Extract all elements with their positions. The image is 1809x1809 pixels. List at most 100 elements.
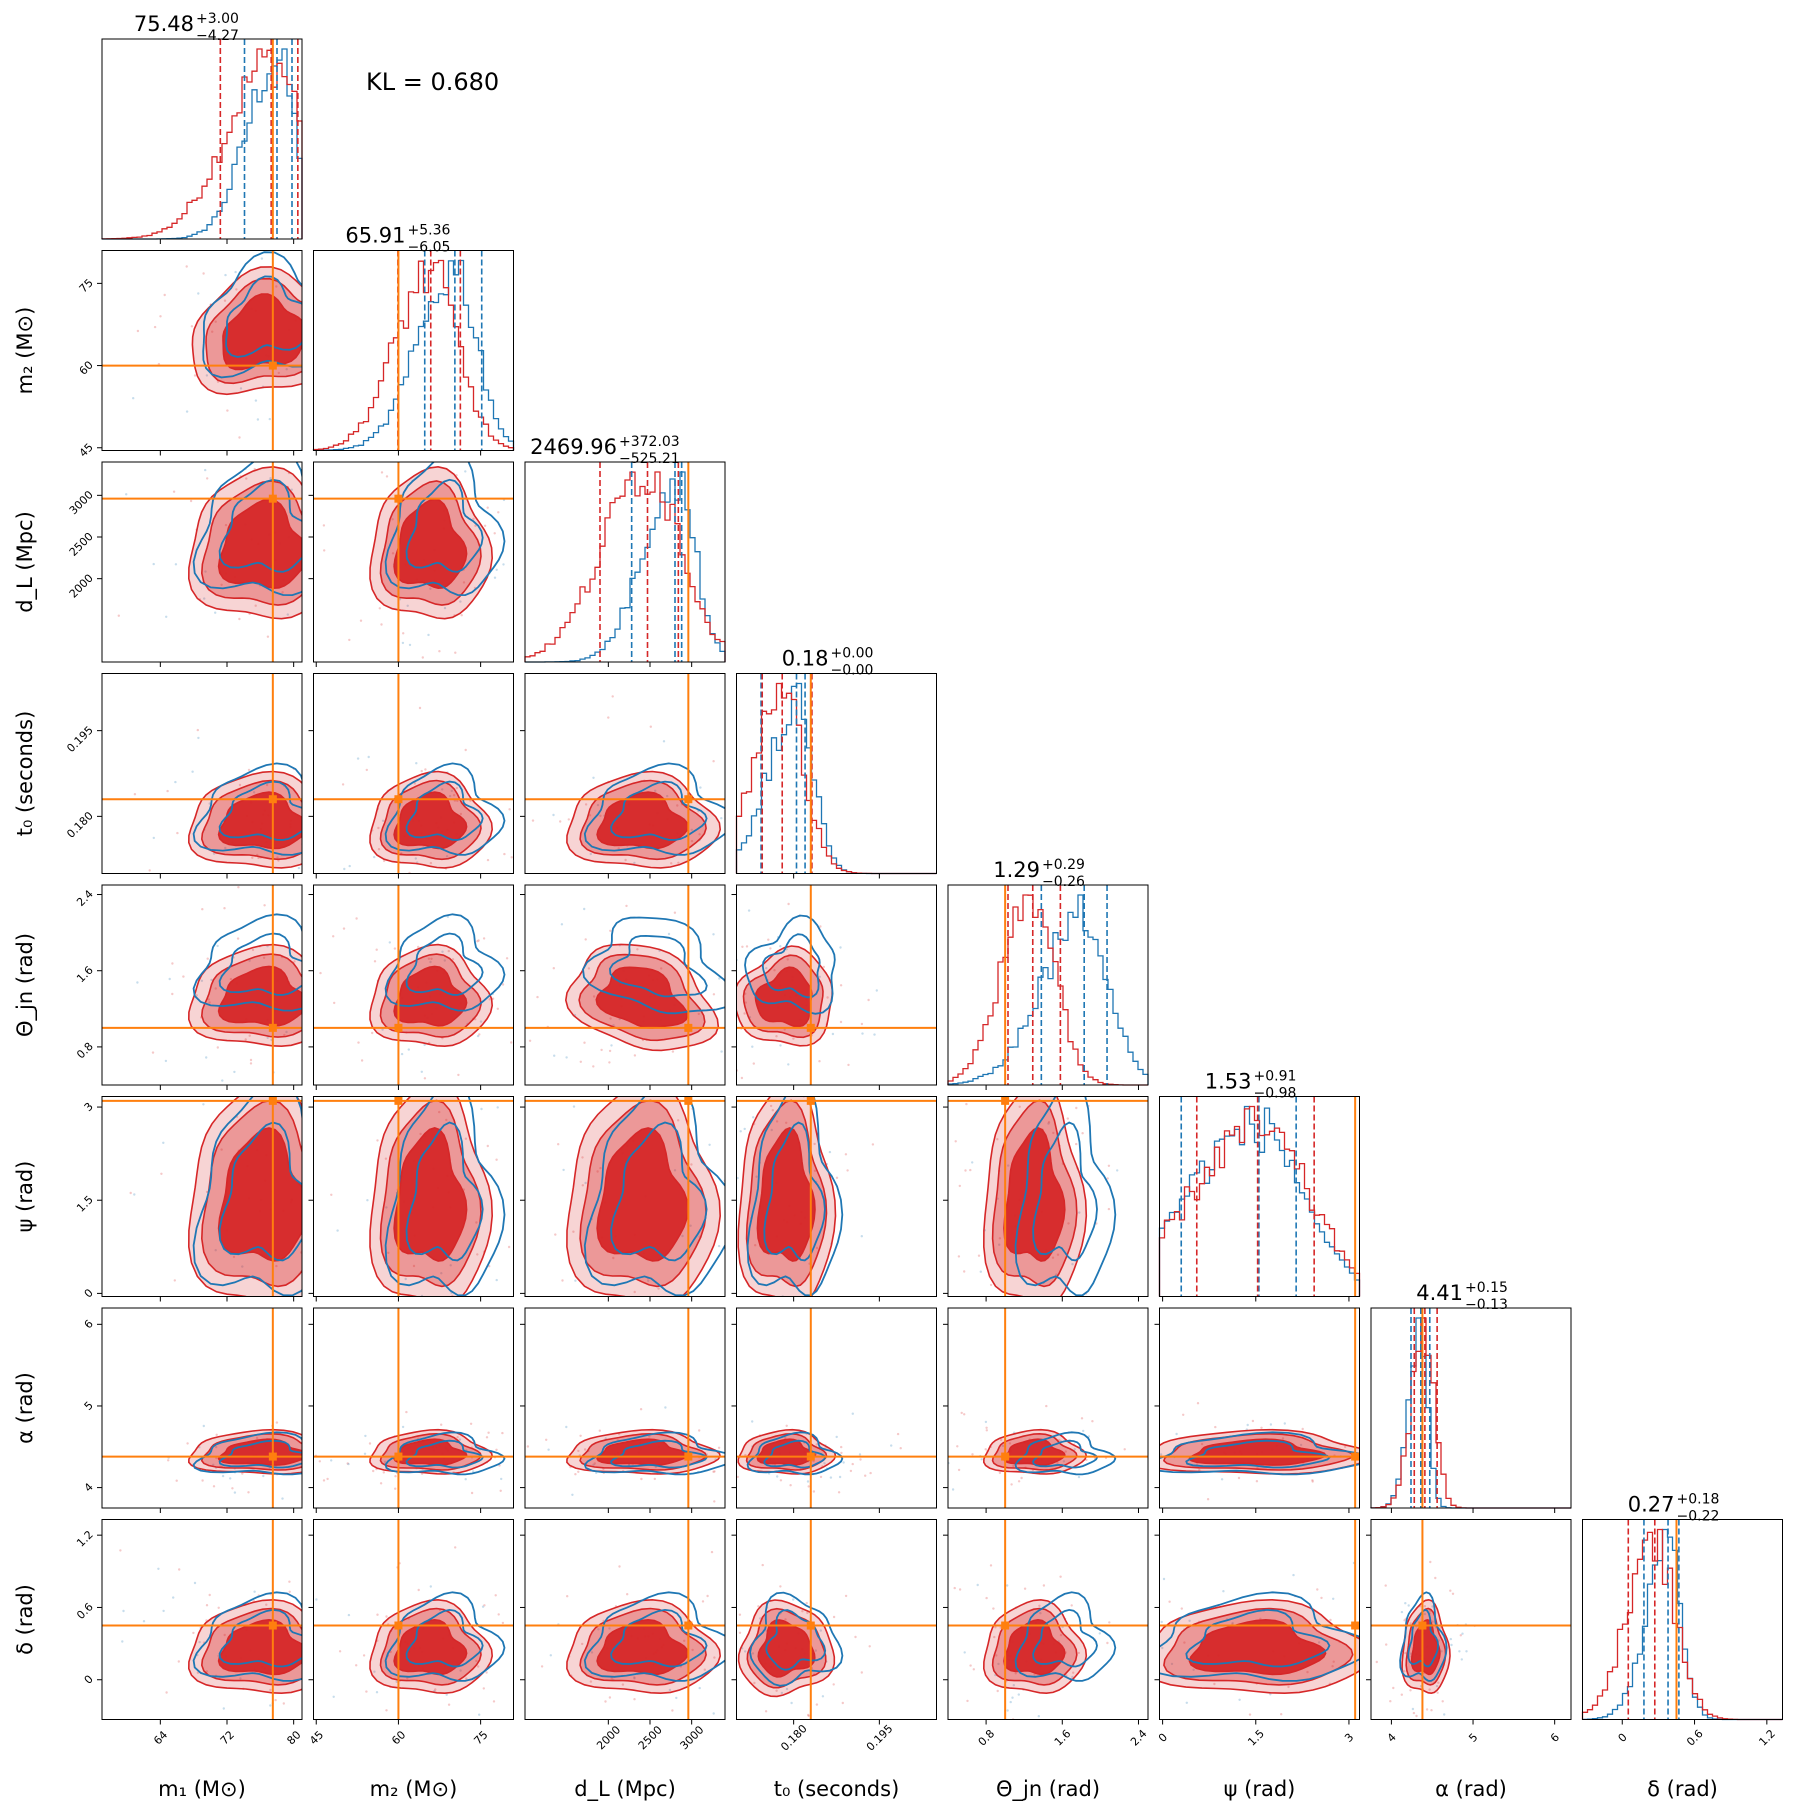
x-tick-label: 5 [1466,1731,1480,1745]
scatter-point [356,377,358,379]
scatter-point [174,780,177,784]
contour-a-inner [217,498,302,590]
scatter-point [373,960,377,963]
scatter-point [229,977,233,981]
scatter-point [539,1031,541,1033]
contour-b-outer [384,1096,506,1297]
scatter-point [1056,1253,1060,1256]
scatter-point [1384,1584,1387,1587]
scatter-point [839,946,842,949]
scatter-point [185,410,189,413]
scatter-point [842,1461,845,1464]
scatter-point [736,1475,739,1479]
scatter-point [224,523,228,527]
scatter-point [626,1428,628,1430]
scatter-point [385,1206,388,1209]
y-tick-label: 0.8 [74,1040,96,1062]
scatter-point [677,861,680,864]
scatter-point [501,983,505,986]
scatter-point [681,1063,683,1065]
scatter-point [137,1023,139,1025]
scatter-point [445,1693,448,1696]
scatter-point [330,1193,333,1197]
scatter-point [1260,1426,1263,1430]
scatter-point [1052,1131,1055,1135]
scatter-point [767,1426,769,1428]
y-tick-label: 0 [82,1286,96,1300]
scatter-point [869,1313,871,1315]
scatter-point [589,1680,593,1683]
scatter-point [726,1456,728,1458]
scatter-point [522,1305,524,1307]
truth-marker [268,1023,277,1032]
scatter-point [1066,1117,1070,1120]
scatter-point [356,1478,358,1480]
truth-marker [268,1621,277,1630]
truth-marker [394,1621,403,1630]
scatter-point [1075,1106,1078,1110]
scatter-point [841,1701,844,1705]
scatter-point [381,819,385,822]
scatter-point [812,1490,816,1493]
scatter-point [626,1593,629,1596]
scatter-point [217,1606,220,1610]
scatter-point [303,947,305,949]
scatter-point [325,559,327,561]
scatter-point [420,1070,423,1074]
scatter-point [464,1478,467,1481]
scatter-point [785,1121,788,1125]
scatter-point [671,1709,674,1712]
hist-line-a [1370,1317,1571,1509]
hist-delta: 0.27 +0.18−0.22 [1581,1492,1783,1721]
scatter-point [335,1655,337,1657]
truth-marker [1001,1096,1010,1105]
scatter-point [390,1072,392,1074]
contour-b-inner [1032,1608,1098,1668]
scatter-point [1107,1164,1111,1168]
scatter-point [1011,1696,1014,1699]
scatter-point [263,904,266,907]
scatter-point [1031,1322,1033,1324]
scatter-point [1362,1613,1364,1615]
scatter-point [572,1105,576,1108]
scatter-point [162,1609,165,1613]
scatter-point [1407,1604,1410,1607]
scatter-point [697,1012,700,1016]
y-tick-label: 3 [82,1100,96,1114]
scatter-point [989,1303,991,1305]
scatter-point [593,1462,596,1465]
scatter-point [1018,1105,1021,1109]
scatter-point [456,799,459,803]
scatter-point [743,1012,746,1015]
scatter-point [547,1448,550,1451]
x-tick-label: 0.195 [864,1722,895,1753]
scatter-point [163,458,165,460]
scatter-point [294,457,296,459]
scatter-point [567,1742,569,1744]
scatter-point [755,963,757,965]
hist-title-plus: +0.15 [1465,1280,1508,1296]
scatter-point [807,1714,810,1718]
scatter-point [343,1667,345,1669]
scatter-point [1008,1304,1010,1306]
scatter-point [321,1091,323,1093]
scatter-point [443,606,447,610]
scatter-point [233,1491,237,1494]
scatter-point [303,1283,305,1285]
x-tick-label: 1.2 [1756,1727,1778,1749]
contour-b-outer [384,762,506,856]
scatter-point [1443,1713,1446,1716]
scatter-point [334,960,336,962]
scatter-point [1017,1480,1021,1483]
scatter-point [985,1429,988,1432]
contour-b-outer [583,762,725,856]
scatter-point [548,1236,550,1238]
scatter-point [310,1478,312,1480]
scatter-point [182,975,185,978]
scatter-point [814,1649,817,1652]
contour-a-inner [757,1619,816,1678]
scatter-point [1431,1605,1434,1608]
scatter-point [244,1038,247,1041]
scatter-point [775,1120,779,1123]
scatter-point [625,1347,627,1349]
